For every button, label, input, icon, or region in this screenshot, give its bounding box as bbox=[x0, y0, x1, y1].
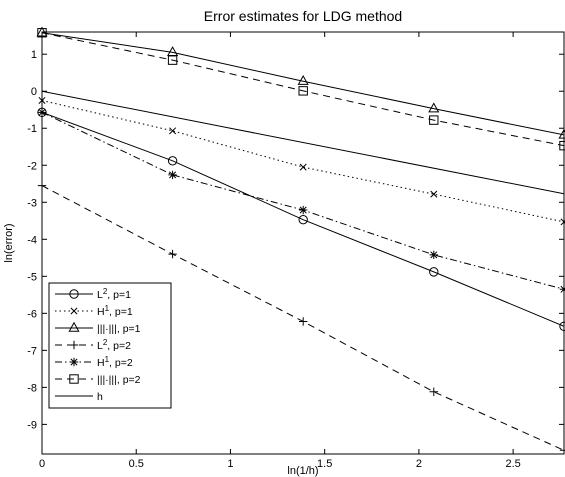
x-axis: 0 0.5 1 1.5 2 2.5 bbox=[39, 32, 521, 470]
legend-marker-3 bbox=[69, 340, 79, 350]
series-1-point bbox=[299, 163, 307, 171]
series-5-point bbox=[429, 115, 439, 125]
series-4-point bbox=[168, 170, 177, 180]
legend-marker-1 bbox=[70, 307, 78, 315]
y-axis-label: ln(error) bbox=[3, 223, 15, 262]
legend-label-5: |||·|||, p=2 bbox=[97, 374, 141, 386]
series-2-point bbox=[297, 75, 309, 85]
series-1-point bbox=[560, 218, 565, 226]
y-tick-label: -7 bbox=[27, 345, 37, 357]
y-tick-label: -1 bbox=[27, 123, 37, 135]
y-tick-label: -3 bbox=[27, 197, 37, 209]
x-axis-label: ln(1/h) bbox=[287, 465, 318, 477]
series-line-6 bbox=[42, 90, 564, 195]
series-1-point bbox=[430, 190, 438, 198]
x-tick-label: 1.5 bbox=[317, 458, 332, 470]
series-line-2 bbox=[42, 32, 564, 136]
series-4-point bbox=[559, 285, 565, 294]
x-tick-label: 0.5 bbox=[129, 458, 144, 470]
y-tick-label: -6 bbox=[27, 308, 37, 320]
y-tick-label: 0 bbox=[31, 86, 37, 98]
series-1-point bbox=[169, 127, 177, 135]
legend-label-3: L2, p=2 bbox=[97, 338, 131, 352]
series-1-point bbox=[38, 96, 46, 104]
series-2-point bbox=[428, 102, 440, 113]
series-0-point bbox=[298, 214, 308, 225]
x-tick-label: 2.5 bbox=[505, 458, 520, 470]
y-tick-label: 1 bbox=[31, 49, 37, 61]
series-4-point bbox=[429, 250, 438, 260]
series-0-point bbox=[559, 321, 565, 331]
y-tick-label: -8 bbox=[27, 382, 37, 394]
series-4-point bbox=[37, 108, 47, 117]
series-5-point bbox=[298, 86, 308, 96]
series-0-point bbox=[429, 267, 439, 277]
legend-marker-4 bbox=[69, 357, 79, 367]
series-2-point bbox=[558, 128, 565, 139]
series-line-4 bbox=[42, 111, 564, 290]
marker-layer bbox=[36, 26, 565, 455]
y-tick-label: -4 bbox=[27, 234, 37, 246]
series-2-point bbox=[36, 26, 48, 37]
y-tick-label: -9 bbox=[27, 419, 37, 431]
legend-marker-5 bbox=[69, 374, 79, 384]
y-axis: 1 0 -1 -2 -3 -4 -5 -6 -7 -8 -9 bbox=[27, 49, 564, 431]
legend-marker-2 bbox=[68, 321, 80, 332]
y-tick-label: -5 bbox=[27, 271, 37, 283]
series-4-point bbox=[298, 205, 308, 215]
legend: L2, p=1 H1, p=1 |||·|||, p=1 L2, p=2 H1, p=2… bbox=[48, 282, 172, 409]
series-line-0 bbox=[42, 111, 564, 327]
plot-frame bbox=[41, 31, 565, 455]
legend-marker-0 bbox=[69, 289, 79, 299]
series-5-point bbox=[167, 55, 178, 65]
series-0-point bbox=[167, 156, 178, 166]
y-tick-label: -2 bbox=[27, 160, 37, 172]
chart-title: Error estimates for LDG method bbox=[204, 8, 402, 24]
series-line-5 bbox=[42, 32, 564, 147]
x-tick-label: 0 bbox=[39, 458, 45, 470]
series-3-point bbox=[429, 387, 438, 397]
legend-label-2: |||·|||, p=1 bbox=[97, 323, 141, 335]
legend-label-6: h bbox=[97, 391, 103, 403]
series-3-point bbox=[37, 181, 47, 190]
legend-label-0: L2, p=1 bbox=[97, 287, 131, 301]
series-3-point bbox=[559, 446, 565, 455]
x-tick-label: 1 bbox=[227, 458, 233, 470]
x-tick-label: 2 bbox=[416, 458, 422, 470]
legend-label-4: H1, p=2 bbox=[97, 355, 133, 369]
series-2-point bbox=[167, 46, 179, 57]
series-5-point bbox=[559, 140, 565, 151]
legend-label-1: H1, p=1 bbox=[97, 304, 133, 318]
series-3-point bbox=[298, 317, 308, 326]
series-5-point bbox=[37, 28, 47, 38]
series-3-point bbox=[168, 249, 177, 259]
